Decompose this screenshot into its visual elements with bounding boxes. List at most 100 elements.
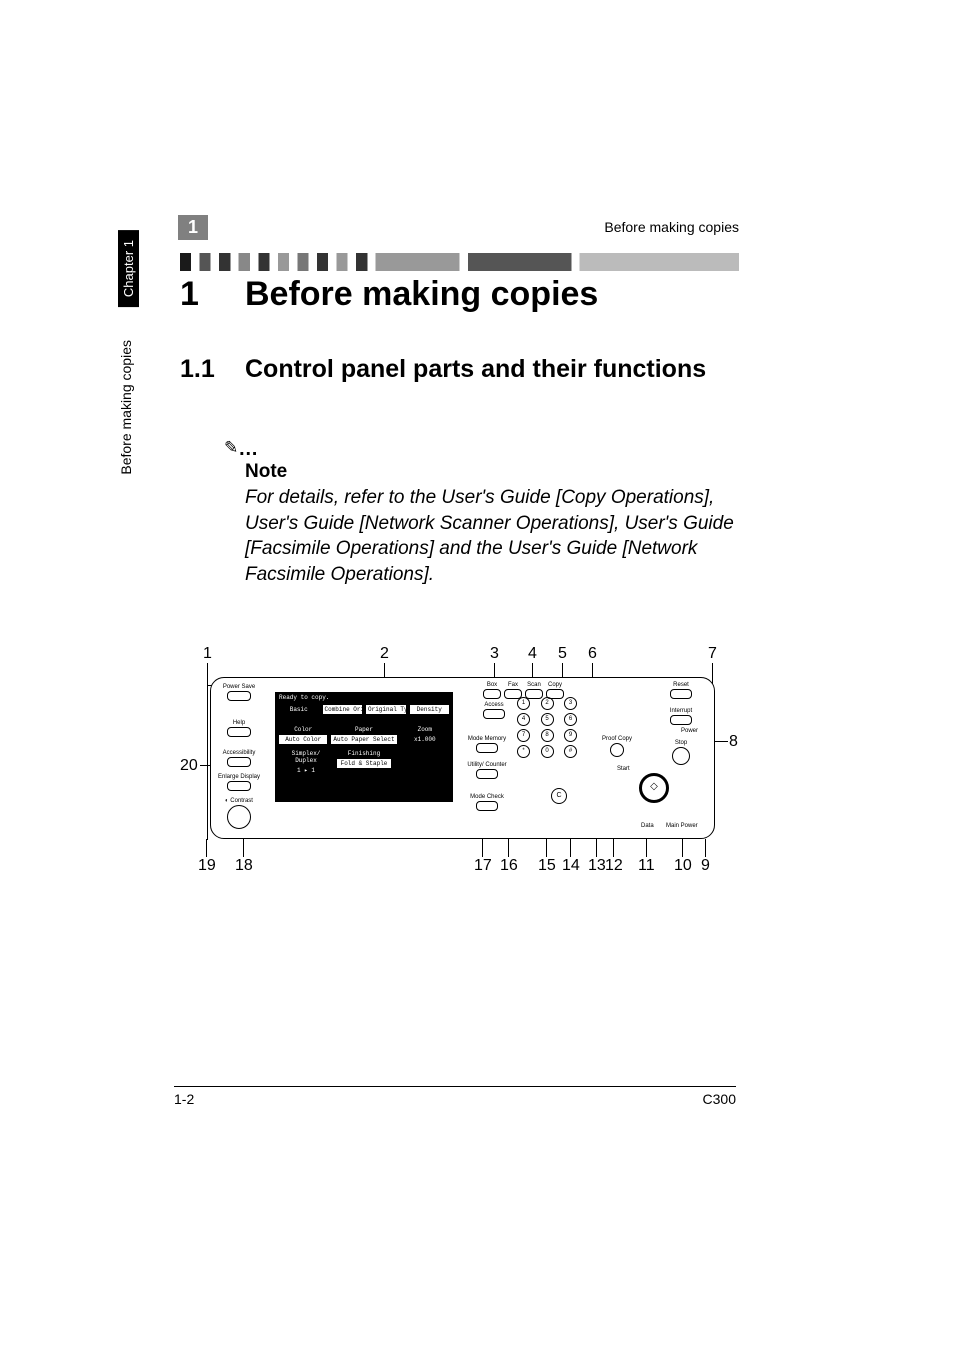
tab-density[interactable]: Density: [409, 704, 451, 715]
chapter-badge: 1: [178, 215, 208, 240]
help-label: Help: [219, 720, 259, 726]
running-head: Before making copies: [604, 219, 739, 235]
callout-9: 9: [701, 857, 710, 875]
callout-7: 7: [708, 645, 717, 663]
callout-14: 14: [562, 857, 580, 875]
chapter-number: 1: [180, 275, 245, 314]
callout-line: [705, 839, 706, 857]
color-heading: Color: [278, 725, 328, 734]
mode-check-group: Mode Check: [467, 794, 507, 813]
mode-check-button[interactable]: [476, 801, 498, 811]
power-save-button[interactable]: [227, 691, 251, 701]
power-save-group: Power Save: [219, 684, 259, 703]
callout-line: [646, 839, 647, 857]
interrupt-button[interactable]: [670, 715, 692, 725]
reset-group: Reset: [661, 682, 701, 701]
clear-button[interactable]: C: [551, 788, 567, 804]
chapter-tab: Chapter 1: [118, 230, 139, 307]
interrupt-group: Interrupt: [661, 708, 701, 727]
section-title-text: Control panel parts and their functions: [245, 355, 734, 384]
fax-label: Fax: [504, 682, 522, 688]
callout-line: [206, 839, 207, 857]
key-3[interactable]: 3: [564, 697, 577, 710]
callout-line: [570, 839, 571, 857]
zoom-value[interactable]: x1.000: [400, 734, 450, 745]
callout-line: [482, 839, 483, 857]
finishing-heading: Finishing: [336, 749, 392, 758]
key-8[interactable]: 8: [541, 729, 554, 742]
enlarge-display-button[interactable]: [227, 781, 251, 791]
reset-button[interactable]: [670, 689, 692, 699]
callout-15: 15: [538, 857, 556, 875]
stop-button[interactable]: [672, 747, 690, 765]
box-label: Box: [483, 682, 501, 688]
screen-status: Ready to copy.: [276, 693, 452, 702]
footer-model: C300: [703, 1091, 736, 1107]
callout-line: [207, 685, 208, 840]
proof-copy-group: Proof Copy: [597, 736, 637, 759]
key-2[interactable]: 2: [541, 697, 554, 710]
paper-value[interactable]: Auto Paper Select: [330, 734, 397, 745]
key-7[interactable]: 7: [517, 729, 530, 742]
callout-line: [243, 839, 244, 857]
note-body: For details, refer to the User's Guide […: [245, 485, 739, 588]
access-group: Access: [483, 702, 505, 721]
control-panel-outline: Power Save Help Accessibility Enlarge Di…: [210, 677, 715, 839]
callout-line: [682, 839, 683, 857]
key-0[interactable]: 0: [541, 745, 554, 758]
copy-label: Copy: [546, 682, 564, 688]
tab-combine[interactable]: Combine Originals: [322, 704, 364, 715]
callout-5: 5: [558, 645, 567, 663]
lcd-screen[interactable]: Ready to copy. Basic Combine Originals O…: [275, 692, 453, 802]
callout-12: 12: [605, 857, 623, 875]
section-heading: 1.1Control panel parts and their functio…: [180, 355, 739, 384]
contrast-dial[interactable]: [227, 805, 251, 829]
page-header: 1 Before making copies: [178, 215, 739, 240]
callout-line: [508, 839, 509, 857]
callout-16: 16: [500, 857, 518, 875]
key-hash[interactable]: #: [564, 745, 577, 758]
zoom-heading: Zoom: [400, 725, 450, 734]
callout-3: 3: [490, 645, 499, 663]
callout-20: 20: [180, 757, 198, 775]
proof-copy-button[interactable]: [610, 743, 624, 757]
main-power-label: Main Power: [666, 823, 698, 829]
help-button[interactable]: [227, 727, 251, 737]
numeric-keypad: 1 2 3 4 5 6 7 8 9 * 0 #: [517, 697, 577, 761]
tab-basic[interactable]: Basic: [278, 704, 320, 715]
key-1[interactable]: 1: [517, 697, 530, 710]
duplex-value[interactable]: 1 ▸ 1: [278, 765, 334, 776]
callout-17: 17: [474, 857, 492, 875]
color-value[interactable]: Auto Color: [278, 734, 328, 745]
start-group: Start ◇: [629, 766, 679, 803]
key-4[interactable]: 4: [517, 713, 530, 726]
section-number: 1.1: [180, 355, 245, 384]
power-save-label: Power Save: [219, 684, 259, 690]
callout-line: [546, 839, 547, 857]
page-footer: 1-2 C300: [174, 1086, 736, 1107]
key-6[interactable]: 6: [564, 713, 577, 726]
start-label: Start: [617, 766, 679, 772]
stop-group: Stop: [661, 740, 701, 767]
enlarge-display-label: Enlarge Display: [215, 774, 263, 780]
callout-8: 8: [729, 733, 738, 751]
accessibility-group: Accessibility: [217, 750, 261, 769]
contrast-group: ◐ Contrast: [219, 798, 259, 831]
scan-label: Scan: [525, 682, 543, 688]
tab-original[interactable]: Original Type: [365, 704, 407, 715]
sidebar-section-label: Before making copies: [118, 340, 134, 475]
accessibility-label: Accessibility: [217, 750, 261, 756]
key-9[interactable]: 9: [564, 729, 577, 742]
chapter-title-text: Before making copies: [245, 275, 598, 313]
accessibility-button[interactable]: [227, 757, 251, 767]
utility-button[interactable]: [476, 769, 498, 779]
key-star[interactable]: *: [517, 745, 530, 758]
reset-label: Reset: [661, 682, 701, 688]
mode-memory-button[interactable]: [476, 743, 498, 753]
access-button[interactable]: [483, 709, 505, 719]
contrast-label: ◐ Contrast: [219, 798, 259, 804]
finishing-value[interactable]: Fold & Staple: [336, 758, 392, 769]
control-panel-figure: 1 2 3 4 5 6 7 20 8 19 18 17 16 15 14 13 …: [180, 645, 740, 885]
key-5[interactable]: 5: [541, 713, 554, 726]
box-button[interactable]: [483, 689, 501, 699]
